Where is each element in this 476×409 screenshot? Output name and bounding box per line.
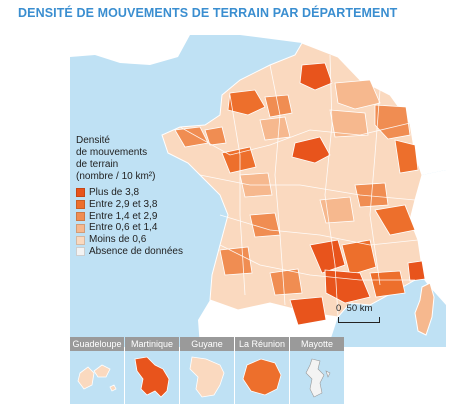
inset-label: Martinique — [125, 337, 179, 351]
legend-item: Entre 1,4 et 2,9 — [76, 211, 221, 223]
inset-label: Guadeloupe — [70, 337, 124, 351]
mayotte-shape — [305, 358, 331, 398]
inset-map — [290, 351, 344, 404]
neighbour-land-north — [240, 35, 446, 175]
legend-swatch — [76, 200, 85, 210]
department-area — [319, 196, 355, 224]
inset-label: La Réunion — [235, 337, 289, 351]
inset-map — [125, 351, 179, 404]
inset-guadeloupe: Guadeloupe — [70, 337, 124, 404]
scale-bar — [338, 317, 380, 323]
guyane-shape — [189, 356, 225, 398]
france-map — [70, 35, 446, 347]
department-area — [407, 260, 426, 282]
legend-swatch — [76, 235, 85, 245]
legend-swatch — [76, 223, 85, 233]
corsica — [414, 282, 435, 336]
legend-label: Entre 1,4 et 2,9 — [89, 210, 158, 222]
inset-map — [235, 351, 289, 404]
department-area — [334, 79, 381, 110]
legend-item: Entre 0,6 et 1,4 — [76, 222, 221, 234]
legend-swatch — [76, 211, 85, 221]
legend-label: Moins de 0,6 — [89, 234, 147, 246]
inset-martinique: Martinique — [125, 337, 179, 404]
legend-item: Moins de 0,6 — [76, 234, 221, 246]
scale-label: 0 50 km — [336, 303, 373, 314]
inset-map — [180, 351, 234, 404]
inset-mayotte: Mayotte — [290, 337, 344, 404]
department-area — [299, 62, 333, 91]
legend-label: Plus de 3,8 — [89, 186, 140, 198]
department-area — [221, 146, 257, 174]
inset-label: Guyane — [180, 337, 234, 351]
department-area — [227, 89, 266, 116]
inset-label: Mayotte — [290, 337, 344, 351]
map-title: DENSITÉ DE MOUVEMENTS DE TERRAIN PAR DÉP… — [18, 6, 398, 20]
department-area — [374, 204, 416, 236]
department-area — [374, 104, 411, 140]
department-area — [309, 239, 346, 274]
legend-label: Entre 2,9 et 3,8 — [89, 198, 158, 210]
department-area — [324, 269, 371, 304]
legend-label: Entre 0,6 et 1,4 — [89, 222, 158, 234]
department-area — [219, 246, 253, 276]
department-area — [369, 270, 406, 298]
legend-label: Absence de données — [89, 245, 183, 257]
legend-item: Entre 2,9 et 3,8 — [76, 199, 221, 211]
inset-map — [70, 351, 124, 404]
department-area — [394, 139, 419, 174]
department-area — [341, 239, 377, 276]
guadeloupe-shape — [77, 364, 117, 392]
department-area — [289, 296, 327, 326]
legend-item: Plus de 3,8 — [76, 187, 221, 199]
department-area — [259, 116, 291, 141]
reunion-shape — [242, 358, 282, 396]
legend: Densité de mouvements de terrain (nombre… — [76, 135, 221, 258]
department-area — [204, 126, 227, 146]
map-frame — [70, 35, 446, 347]
legend-title: Densité de mouvements de terrain (nombre… — [76, 135, 156, 182]
inset-reunion: La Réunion — [235, 337, 289, 404]
department-area — [269, 268, 303, 296]
legend-swatch — [76, 188, 85, 198]
martinique-shape — [134, 356, 170, 398]
legend-swatch — [76, 247, 85, 257]
overseas-insets: Guadeloupe Martinique Guyane La Réunion — [70, 337, 446, 404]
legend-item: Absence de données — [76, 246, 221, 258]
neighbour-land-uk — [70, 35, 190, 65]
department-area — [329, 109, 369, 138]
department-area — [291, 136, 331, 164]
neighbour-land-east — [410, 170, 446, 267]
inset-guyane: Guyane — [180, 337, 234, 404]
